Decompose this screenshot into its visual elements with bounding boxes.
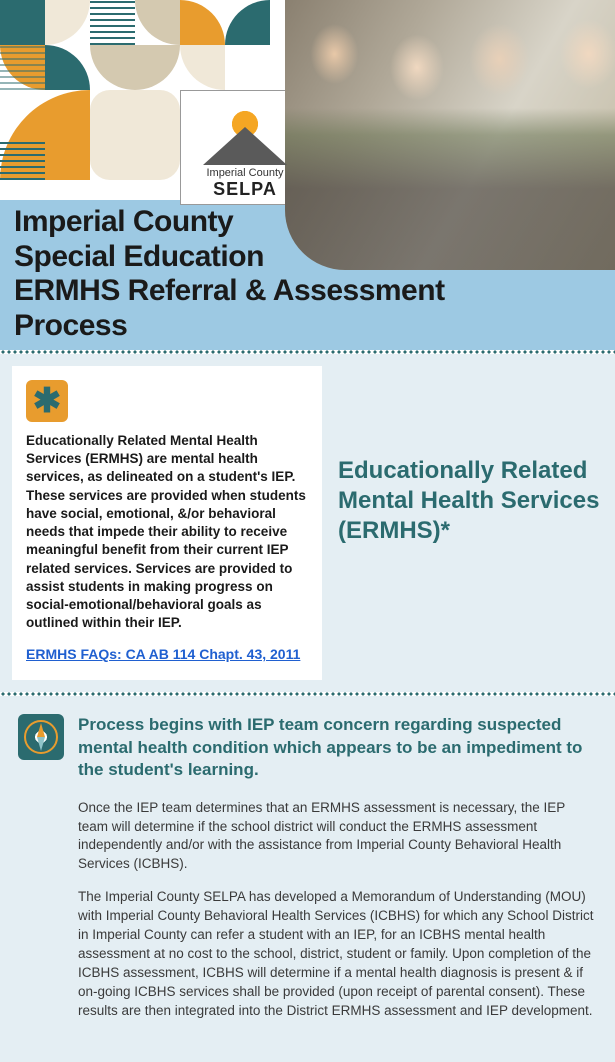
compass-icon bbox=[18, 714, 64, 760]
ermhs-heading: Educationally Related Mental Health Serv… bbox=[338, 456, 603, 546]
mountain-icon bbox=[203, 127, 287, 165]
title-line1: Imperial County bbox=[14, 205, 233, 238]
process-header: Process begins with IEP team concern reg… bbox=[18, 714, 597, 780]
process-para-1: Once the IEP team determines that an ERM… bbox=[78, 799, 597, 875]
ermhs-faq-link[interactable]: ERMHS FAQs: CA AB 114 Chapt. 43, 2011 bbox=[26, 646, 308, 662]
logo-line2: SELPA bbox=[213, 179, 277, 200]
section-heading-block: Educationally Related Mental Health Serv… bbox=[338, 366, 603, 680]
title-line2: Special Education bbox=[14, 240, 264, 273]
page-title: Imperial County Special Education ERMHS … bbox=[14, 205, 601, 343]
process-body: Once the IEP team determines that an ERM… bbox=[18, 799, 597, 1021]
definition-text: Educationally Related Mental Health Serv… bbox=[26, 432, 308, 632]
process-heading: Process begins with IEP team concern reg… bbox=[78, 714, 597, 780]
title-line3: ERMHS Referral & Assessment bbox=[14, 274, 445, 307]
asterisk-icon: ✱ bbox=[26, 380, 68, 422]
process-para-2: The Imperial County SELPA has developed … bbox=[78, 888, 597, 1020]
process-section: Process begins with IEP team concern reg… bbox=[0, 696, 615, 1062]
logo-line1: Imperial County bbox=[206, 167, 283, 179]
ermhs-definition-section: ✱ Educationally Related Mental Health Se… bbox=[0, 354, 615, 692]
asterisk-glyph: ✱ bbox=[33, 384, 62, 418]
header: Imperial County SELPA Imperial County Sp… bbox=[0, 0, 615, 350]
title-line4: Process bbox=[14, 309, 127, 342]
definition-card: ✱ Educationally Related Mental Health Se… bbox=[12, 366, 322, 680]
